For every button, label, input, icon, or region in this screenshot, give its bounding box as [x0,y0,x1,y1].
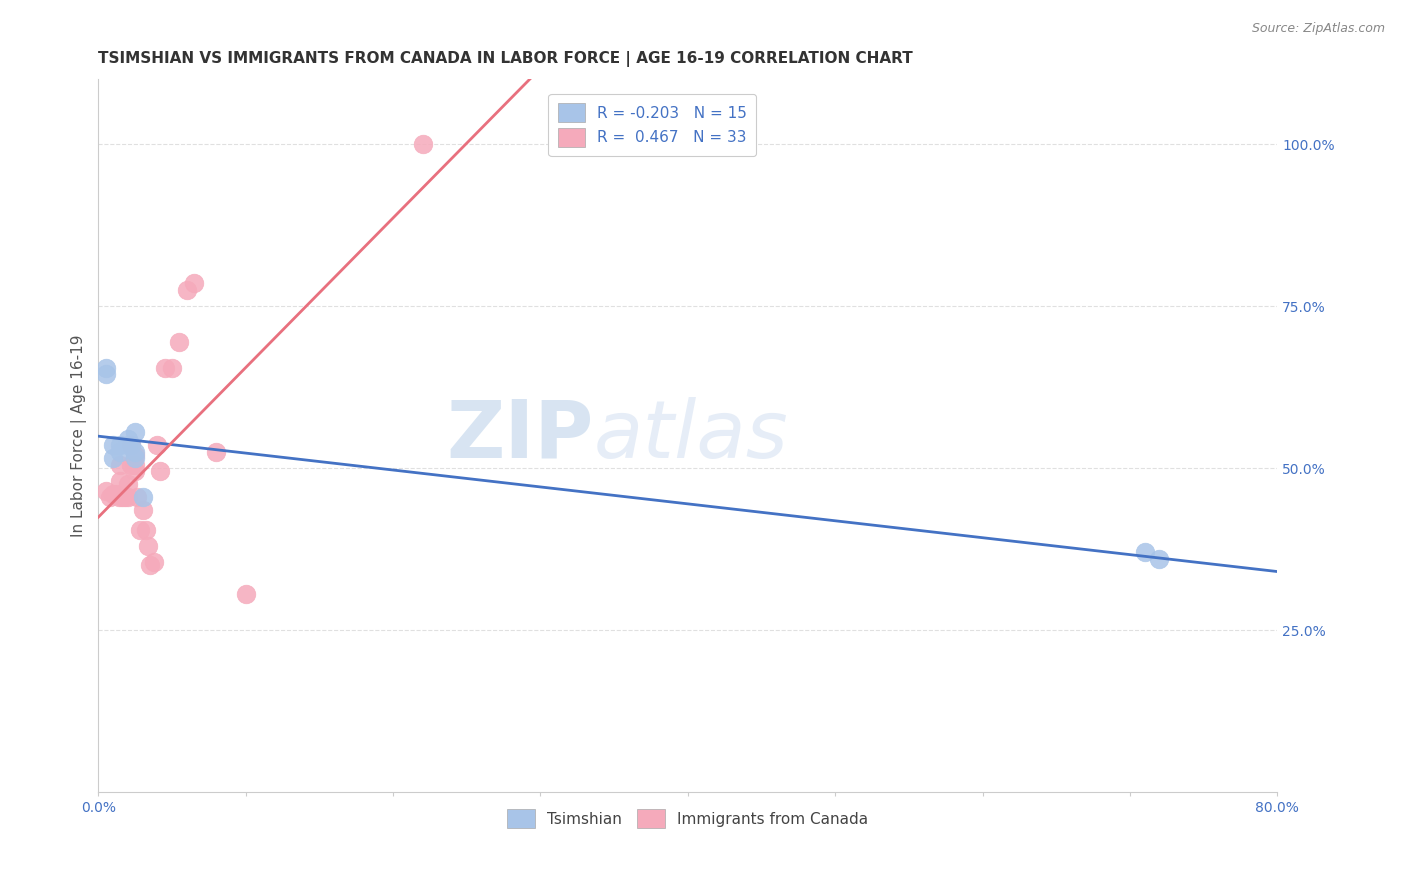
Point [128,523,150,537]
Point [205,445,228,459]
Point [117,477,139,491]
Point [94,483,117,498]
Point [124,425,146,440]
Text: atlas: atlas [593,397,789,475]
Text: Source: ZipAtlas.com: Source: ZipAtlas.com [1251,22,1385,36]
Y-axis label: In Labor Force | Age 16-19: In Labor Force | Age 16-19 [72,334,87,537]
Point [176,283,198,297]
Point [124,445,146,459]
Point [125,490,148,504]
Point [105,487,128,501]
Point [160,360,183,375]
Point [110,445,132,459]
Point [120,438,142,452]
Point [131,490,153,504]
Point [120,458,142,472]
Point [169,334,191,349]
Point [412,137,434,152]
Point [117,432,139,446]
Point [1149,551,1171,566]
Point [131,503,153,517]
Point [111,490,134,504]
Point [1133,545,1156,559]
Point [117,490,139,504]
Point [101,487,124,501]
Point [183,277,205,291]
Point [143,555,166,569]
Point [124,451,146,466]
Point [117,438,139,452]
Point [108,490,131,504]
Point [94,360,117,375]
Point [101,451,124,466]
Point [146,438,169,452]
Point [110,458,132,472]
Point [149,464,172,478]
Point [114,490,136,504]
Legend: Tsimshian, Immigrants from Canada: Tsimshian, Immigrants from Canada [502,804,875,834]
Point [124,448,146,462]
Point [124,458,146,472]
Point [139,558,162,573]
Point [94,367,117,381]
Point [153,360,176,375]
Point [110,438,132,452]
Point [101,438,124,452]
Point [134,523,156,537]
Text: ZIP: ZIP [446,397,593,475]
Point [120,438,142,452]
Point [235,587,257,601]
Point [98,490,121,504]
Point [124,464,146,478]
Point [138,539,160,553]
Text: TSIMSHIAN VS IMMIGRANTS FROM CANADA IN LABOR FORCE | AGE 16-19 CORRELATION CHART: TSIMSHIAN VS IMMIGRANTS FROM CANADA IN L… [98,51,912,67]
Point [110,474,132,488]
